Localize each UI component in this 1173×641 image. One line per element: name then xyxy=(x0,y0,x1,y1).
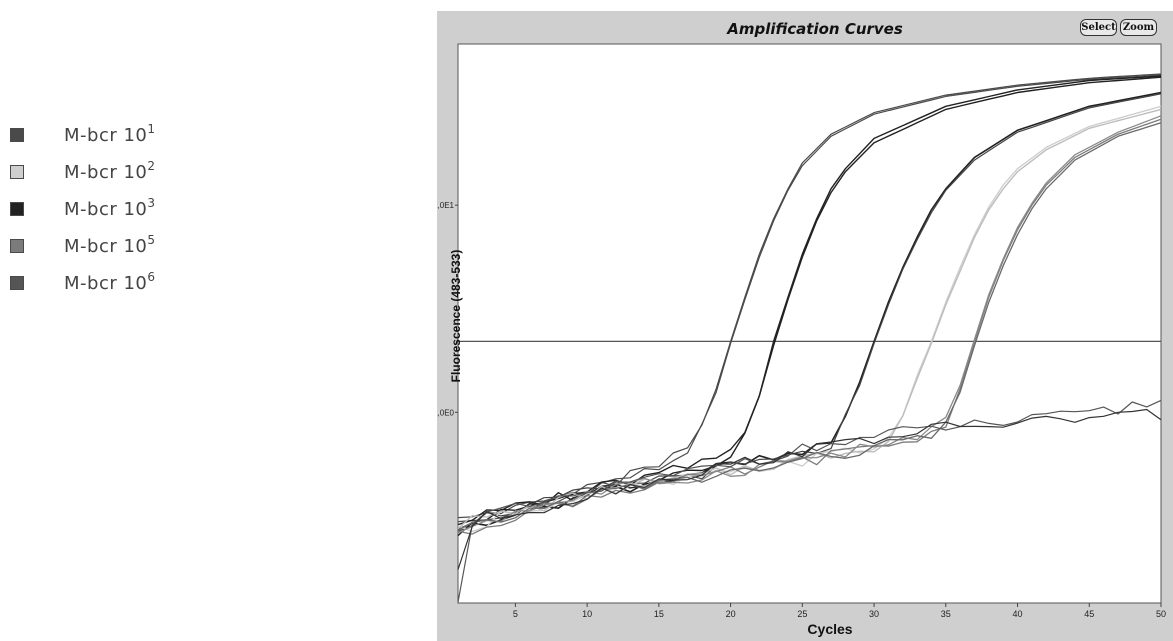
chart-panel: Amplification Curves Select Zoom 5 10 15 20… xyxy=(437,11,1173,641)
x-tick-label: 5 xyxy=(513,609,518,619)
x-tick-label: 45 xyxy=(1084,609,1094,619)
series-line xyxy=(457,108,1162,530)
legend-swatch xyxy=(10,201,24,216)
legend-swatch xyxy=(10,275,24,290)
x-tick-label: 20 xyxy=(726,609,736,619)
x-tick-label: 10 xyxy=(582,609,592,619)
series-line xyxy=(457,115,1162,534)
legend-item: M-bcr 101 xyxy=(10,116,270,153)
series-line xyxy=(457,118,1162,535)
x-tick-label: 35 xyxy=(941,609,951,619)
series-line xyxy=(457,74,1162,519)
y-tick-label: 1,0E0 xyxy=(437,408,455,417)
x-axis-label: Cycles xyxy=(807,621,853,637)
legend-swatch xyxy=(10,164,24,179)
y-axis-label: Fluorescence (483-533) xyxy=(449,249,463,383)
amplification-plot[interactable]: 5 10 15 20 25 30 35 40 45 50 1,0E1 1,0E0 xyxy=(437,11,1173,641)
chart-title: Amplification Curves xyxy=(727,20,903,38)
legend-item: M-bcr 103 xyxy=(10,190,270,227)
x-tick-label: 30 xyxy=(869,609,879,619)
series-line xyxy=(457,122,1162,531)
legend-label: M-bcr 105 xyxy=(64,233,156,257)
legend-swatch xyxy=(10,127,24,142)
plot-area xyxy=(457,43,1162,604)
x-tick-label: 40 xyxy=(1013,609,1023,619)
y-tick-label: 1,0E1 xyxy=(437,201,455,210)
legend-label: M-bcr 106 xyxy=(64,270,156,294)
x-tick-label: 25 xyxy=(797,609,807,619)
select-button[interactable]: Select xyxy=(1080,19,1117,36)
legend-label: M-bcr 103 xyxy=(64,196,156,220)
legend-label: M-bcr 101 xyxy=(64,122,156,146)
series-line xyxy=(457,399,1162,603)
legend-item: M-bcr 105 xyxy=(10,227,270,264)
series-line xyxy=(457,105,1162,533)
series-line xyxy=(457,91,1162,531)
legend-item: M-bcr 106 xyxy=(10,264,270,301)
zoom-button[interactable]: Zoom xyxy=(1120,19,1157,36)
series-line xyxy=(457,93,1162,532)
legend-label: M-bcr 102 xyxy=(64,159,156,183)
legend-swatch xyxy=(10,238,24,253)
x-tick-label: 50 xyxy=(1156,609,1166,619)
series-line xyxy=(457,408,1162,570)
x-tick-label: 15 xyxy=(654,609,664,619)
legend: M-bcr 101 M-bcr 102 M-bcr 103 M-bcr 105 … xyxy=(10,116,270,301)
legend-item: M-bcr 102 xyxy=(10,153,270,190)
